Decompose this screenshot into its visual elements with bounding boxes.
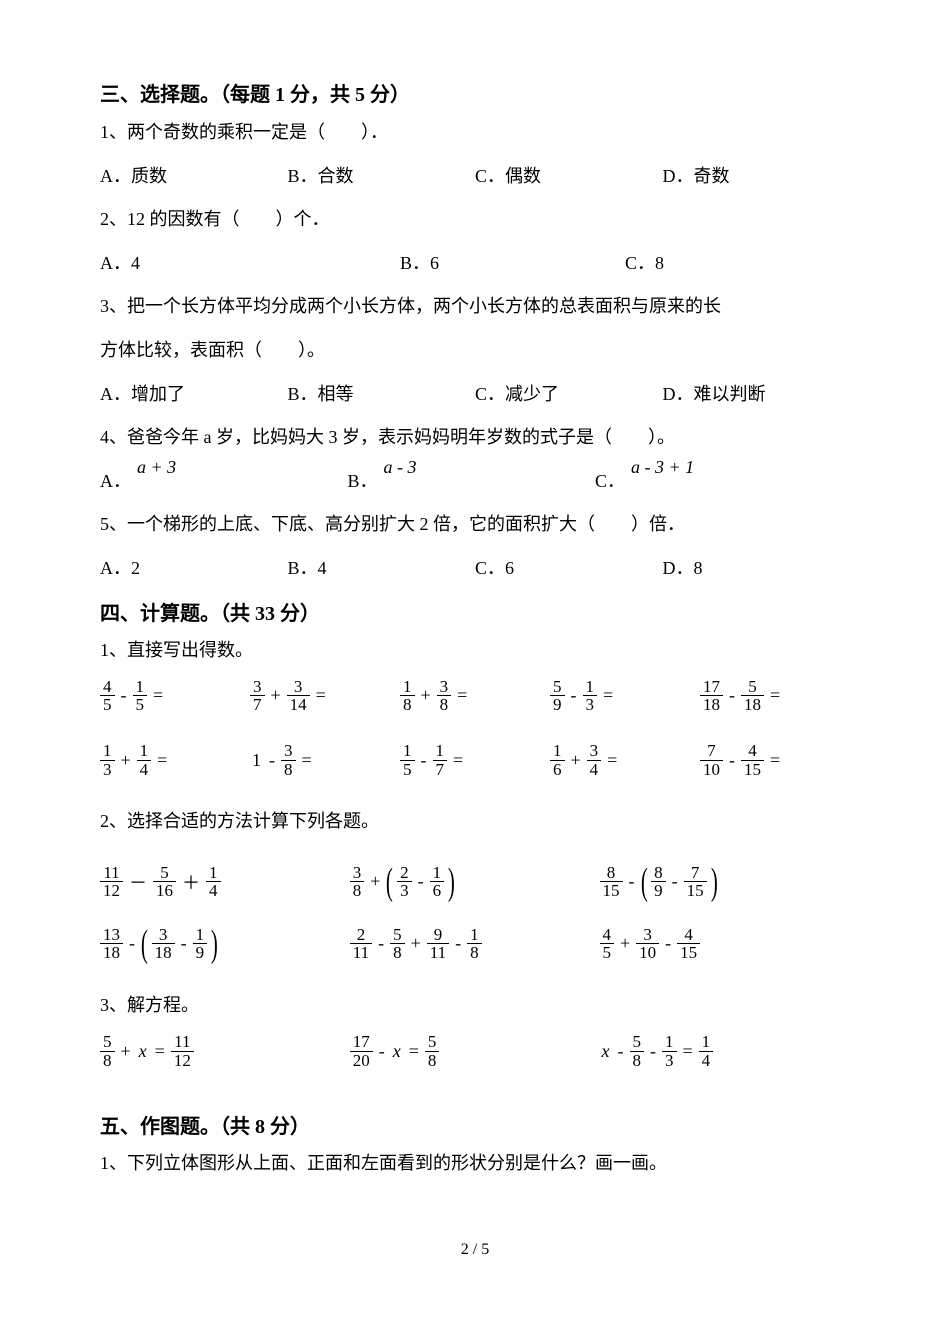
- quick-r1-c2: 37 + 314 =: [250, 678, 400, 715]
- paren-l-icon: (: [141, 925, 148, 963]
- section4-sub2: 2、选择合适的方法计算下列各题。: [100, 803, 850, 839]
- quick-r2-c3: 15 - 17 =: [400, 742, 550, 779]
- section4-sub1: 1、直接写出得数。: [100, 632, 850, 668]
- q3-4-c-prefix: C．: [595, 462, 625, 502]
- section5-title: 五、作图题。（共 8 分）: [100, 1110, 850, 1139]
- q3-4-stem: 4、爸爸今年 a 岁，比妈妈大 3 岁，表示妈妈明年岁数的式子是（ ）。: [100, 418, 850, 458]
- quick-r1-c3: 18 + 38 =: [400, 678, 550, 715]
- quick-r2-c2: 1 - 38 =: [250, 742, 400, 779]
- quick-r2-c5: 710 - 415 =: [700, 742, 850, 779]
- quick-row-2: 13 + 14 = 1 - 38 = 15 - 17 = 16 + 34 = 7…: [100, 742, 850, 779]
- paren-l-icon: (: [640, 863, 647, 901]
- q3-1-stem: 1、两个奇数的乘积一定是（ ）．: [100, 113, 850, 153]
- q3-1-choices: A．质数 B．合数 C．偶数 D．奇数: [100, 157, 850, 197]
- q3-2-b: B．6: [400, 244, 625, 284]
- paren-r-icon: ): [211, 925, 218, 963]
- quick-r1-c4: 59 - 13 =: [550, 678, 700, 715]
- q3-3-b: B．相等: [288, 375, 476, 415]
- q3-3-a: A．增加了: [100, 375, 288, 415]
- eq-c1: 58 + x = 1112: [100, 1033, 350, 1070]
- q3-1-c: C．偶数: [475, 157, 663, 197]
- page-number: 2 / 5: [100, 1241, 850, 1259]
- quick-r1-c1: 45 - 15 =: [100, 678, 250, 715]
- q3-5-d: D．8: [663, 549, 851, 589]
- section3-title: 三、选择题。（每题 1 分，共 5 分）: [100, 78, 850, 107]
- calc-r1-c3: 815 - ( 89 - 715 ): [600, 863, 850, 901]
- q3-1-d: D．奇数: [663, 157, 851, 197]
- q3-4-choices: A． a + 3 B． a - 3 C． a - 3 + 1: [100, 462, 850, 502]
- calc-r2-c3: 45 + 310 - 415: [600, 926, 850, 963]
- q3-3-stem2: 方体比较，表面积（ ）。: [100, 331, 850, 371]
- q3-4-b: B． a - 3: [348, 462, 596, 502]
- q3-3-stem1: 3、把一个长方体平均分成两个小长方体，两个小长方体的总表面积与原来的长: [100, 287, 850, 327]
- q3-4-a: A． a + 3: [100, 462, 348, 502]
- quick-row-1: 45 - 15 = 37 + 314 = 18 + 38 = 59 - 13 =…: [100, 678, 850, 715]
- quick-r1-c5: 1718 - 518 =: [700, 678, 850, 715]
- q3-1-a: A．质数: [100, 157, 288, 197]
- q3-5-stem: 5、一个梯形的上底、下底、高分别扩大 2 倍，它的面积扩大（ ）倍．: [100, 505, 850, 545]
- q3-2-choices: A．4 B．6 C．8: [100, 244, 850, 284]
- section4-sub3: 3、解方程。: [100, 987, 850, 1023]
- paren-r-icon: ): [448, 863, 455, 901]
- eq-row: 58 + x = 1112 1720 - x = 58 x - 58 - 13 …: [100, 1033, 850, 1070]
- paren-l-icon: (: [386, 863, 393, 901]
- q3-5-b: B．4: [288, 549, 476, 589]
- section5-q1: 1、下列立体图形从上面、正面和左面看到的形状分别是什么？画一画。: [100, 1145, 850, 1181]
- eq-c3: x - 58 - 13 = 14: [600, 1033, 850, 1070]
- q3-4-b-expr: a - 3: [384, 448, 417, 488]
- q3-3-d: D．难以判断: [663, 375, 851, 415]
- calc-r2-c1: 1318 - ( 318 - 19 ): [100, 925, 350, 963]
- calc-row-1: 1112 － 516 ＋ 14 38 + ( 23 - 16 ) 815 - (…: [100, 863, 850, 901]
- paren-r-icon: ): [711, 863, 718, 901]
- q3-5-choices: A．2 B．4 C．6 D．8: [100, 549, 850, 589]
- q3-2-c: C．8: [625, 244, 850, 284]
- q3-5-c: C．6: [475, 549, 663, 589]
- quick-r2-c1: 13 + 14 =: [100, 742, 250, 779]
- section4-title: 四、计算题。（共 33 分）: [100, 597, 850, 626]
- q3-2-a: A．4: [100, 244, 400, 284]
- q3-2-stem: 2、12 的因数有（ ）个．: [100, 200, 850, 240]
- calc-r1-c2: 38 + ( 23 - 16 ): [350, 863, 600, 901]
- q3-4-c: C． a - 3 + 1: [595, 462, 843, 502]
- q3-4-b-prefix: B．: [348, 462, 378, 502]
- q3-3-c: C．减少了: [475, 375, 663, 415]
- q3-1-b: B．合数: [288, 157, 476, 197]
- calc-row-2: 1318 - ( 318 - 19 ) 211 - 58 + 911 - 18 …: [100, 925, 850, 963]
- q3-5-a: A．2: [100, 549, 288, 589]
- quick-r2-c4: 16 + 34 =: [550, 742, 700, 779]
- q3-3-choices: A．增加了 B．相等 C．减少了 D．难以判断: [100, 375, 850, 415]
- calc-r2-c2: 211 - 58 + 911 - 18: [350, 926, 600, 963]
- q3-4-a-prefix: A．: [100, 462, 131, 502]
- q3-4-c-expr: a - 3 + 1: [631, 448, 694, 488]
- eq-c2: 1720 - x = 58: [350, 1033, 600, 1070]
- calc-r1-c1: 1112 － 516 ＋ 14: [100, 864, 350, 901]
- page: 三、选择题。（每题 1 分，共 5 分） 1、两个奇数的乘积一定是（ ）． A．…: [0, 0, 950, 1299]
- q3-4-a-expr: a + 3: [137, 448, 176, 488]
